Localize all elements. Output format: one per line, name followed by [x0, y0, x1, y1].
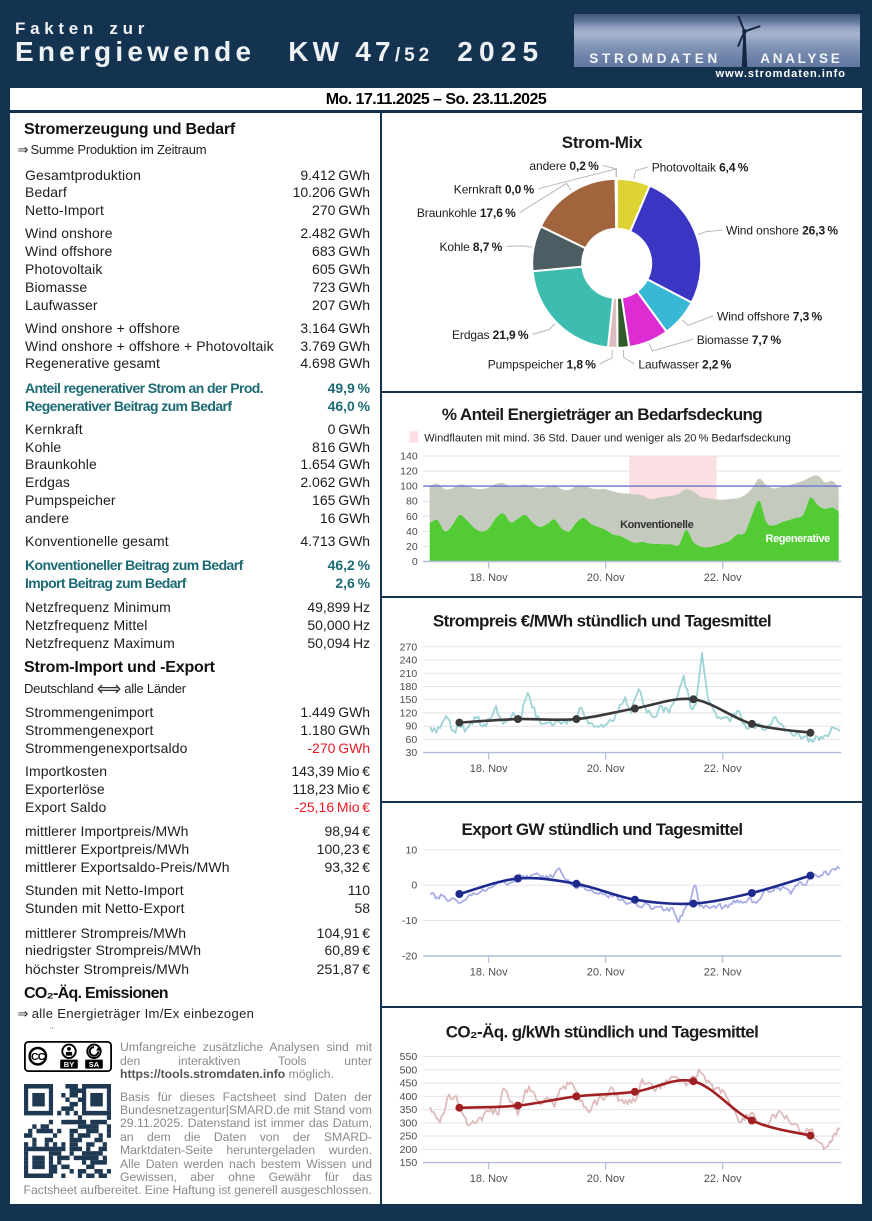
svg-text:-10: -10: [402, 915, 417, 927]
svg-text:Export GW stündlich und Tagesm: Export GW stündlich und Tagesmittel: [462, 820, 743, 839]
svg-text:20: 20: [406, 541, 418, 553]
svg-text:180: 180: [400, 681, 418, 693]
svg-text:22. Nov: 22. Nov: [704, 572, 742, 584]
svg-text:Erdgas 21,9 %: Erdgas 21,9 %: [452, 328, 529, 342]
svg-text:20. Nov: 20. Nov: [587, 763, 625, 775]
svg-text:20. Nov: 20. Nov: [587, 1173, 625, 1185]
svg-text:120: 120: [400, 708, 418, 720]
svg-text:40: 40: [406, 526, 418, 538]
svg-text:200: 200: [400, 1144, 418, 1156]
svg-text:20. Nov: 20. Nov: [587, 967, 625, 979]
svg-text:22. Nov: 22. Nov: [704, 763, 742, 775]
svg-text:90: 90: [406, 721, 418, 733]
svg-text:Biomasse 7,7 %: Biomasse 7,7 %: [697, 333, 782, 347]
svg-text:150: 150: [400, 1157, 418, 1169]
svg-text:140: 140: [400, 451, 418, 463]
svg-text:Wind onshore 26,3 %: Wind onshore 26,3 %: [726, 224, 838, 238]
svg-text:andere 0,2 %: andere 0,2 %: [530, 159, 600, 173]
svg-text:Wind offshore 7,3 %: Wind offshore 7,3 %: [717, 310, 822, 324]
svg-text:% Anteil Energieträger an Beda: % Anteil Energieträger an Bedarfsdeckung: [442, 405, 762, 424]
svg-text:CO₂-Äq. g/kWh stündlich und Ta: CO₂-Äq. g/kWh stündlich und Tagesmittel: [446, 1023, 759, 1042]
svg-text:60: 60: [406, 734, 418, 746]
svg-text:450: 450: [400, 1078, 418, 1090]
svg-text:270: 270: [400, 642, 418, 654]
svg-text:0: 0: [412, 556, 418, 568]
svg-text:Regenerative: Regenerative: [766, 533, 831, 545]
svg-text:400: 400: [400, 1091, 418, 1103]
svg-text:Photovoltaik 6,4 %: Photovoltaik 6,4 %: [652, 161, 749, 175]
svg-text:Pumpspeicher 1,8 %: Pumpspeicher 1,8 %: [488, 358, 596, 372]
svg-text:BY: BY: [63, 1059, 73, 1068]
svg-text:550: 550: [400, 1051, 418, 1063]
svg-text:SA: SA: [88, 1059, 99, 1068]
svg-text:18. Nov: 18. Nov: [470, 967, 508, 979]
svg-text:60: 60: [406, 511, 418, 523]
svg-text:210: 210: [400, 668, 418, 680]
svg-text:Konventionelle: Konventionelle: [620, 519, 694, 531]
svg-text:300: 300: [400, 1118, 418, 1130]
svg-text:Strom-Mix: Strom-Mix: [562, 133, 643, 152]
svg-text:80: 80: [406, 496, 418, 508]
svg-text:500: 500: [400, 1065, 418, 1077]
svg-text:CC: CC: [31, 1051, 46, 1063]
svg-text:120: 120: [400, 466, 418, 478]
svg-text:30: 30: [406, 747, 418, 759]
svg-text:20. Nov: 20. Nov: [587, 572, 625, 584]
svg-text:Strompreis €/MWh stündlich und: Strompreis €/MWh stündlich und Tagesmitt…: [433, 612, 771, 631]
svg-text:22. Nov: 22. Nov: [704, 1173, 742, 1185]
svg-text:100: 100: [400, 481, 418, 493]
svg-text:18. Nov: 18. Nov: [470, 763, 508, 775]
svg-text:Kernkraft 0,0 %: Kernkraft 0,0 %: [454, 182, 535, 196]
svg-text:Kohle 8,7 %: Kohle 8,7 %: [440, 240, 503, 254]
svg-text:240: 240: [400, 655, 418, 667]
svg-text:18. Nov: 18. Nov: [470, 572, 508, 584]
svg-text:250: 250: [400, 1131, 418, 1143]
svg-text:0: 0: [412, 880, 418, 892]
svg-text:350: 350: [400, 1104, 418, 1116]
svg-text:Laufwasser 2,2 %: Laufwasser 2,2 %: [639, 358, 732, 372]
svg-text:Braunkohle 17,6 %: Braunkohle 17,6 %: [417, 206, 516, 220]
svg-text:22. Nov: 22. Nov: [704, 967, 742, 979]
svg-text:Windflauten mit mind. 36 Std.: Windflauten mit mind. 36 Std. Dauer und …: [425, 433, 792, 445]
svg-text:18. Nov: 18. Nov: [470, 1173, 508, 1185]
svg-text:150: 150: [400, 694, 418, 706]
svg-text:10: 10: [406, 845, 418, 857]
svg-text:-20: -20: [402, 951, 417, 963]
